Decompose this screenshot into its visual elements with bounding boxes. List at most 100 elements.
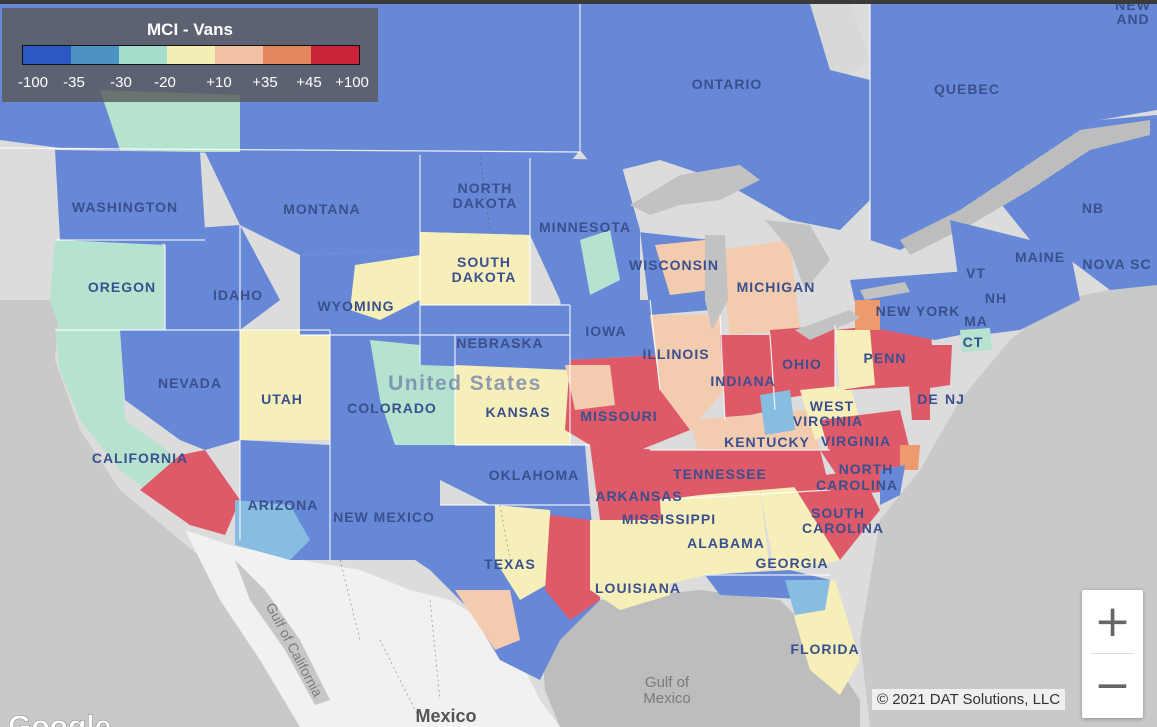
label-south-carolina-2: CAROLINA [802, 520, 884, 536]
mexico-land [185, 530, 560, 727]
region-canada-bc-mint [100, 90, 240, 152]
legend-tick: +100 [335, 74, 369, 91]
label-north-carolina-1: NORTH [839, 461, 894, 477]
region-south-dakota [420, 232, 530, 305]
label-mexico: Mexico [415, 706, 476, 726]
label-nb: NB [1082, 200, 1104, 216]
state-borders [0, 4, 871, 576]
legend-tick: -100 [17, 74, 49, 91]
label-ct: CT [963, 334, 984, 350]
label-arizona: ARIZONA [248, 497, 319, 513]
label-de: DE [917, 391, 938, 407]
region-kansas [455, 365, 570, 445]
region-missouri-peach [565, 365, 615, 410]
region-michigan [720, 240, 800, 335]
google-logo: Google [8, 710, 111, 727]
legend-tick: -30 [110, 74, 132, 91]
legend-tick: +10 [206, 74, 232, 91]
region-nevada [120, 330, 240, 450]
label-new-york: NEW YORK [876, 303, 961, 319]
lake-michigan [705, 235, 728, 330]
region-pa-cream [835, 330, 875, 390]
region-ny-orange [855, 300, 880, 330]
st-lawrence [900, 120, 1150, 255]
region-utah [240, 330, 330, 440]
region-ohio [770, 325, 835, 400]
label-washington: WASHINGTON [72, 199, 178, 215]
lake-ontario [860, 282, 910, 300]
legend-swatch-3 [119, 46, 167, 64]
label-south-carolina-1: SOUTH [811, 505, 865, 521]
legend-tick: -35 [63, 74, 85, 91]
region-tennessee [650, 450, 830, 500]
label-west-virginia-2: VIRGINIA [793, 413, 863, 429]
region-nc-coast-blue [880, 465, 905, 505]
label-louisiana: LOUISIANA [595, 580, 681, 596]
label-north-dakota-2: DAKOTA [453, 195, 518, 211]
zoom-control: + − [1082, 590, 1143, 718]
copyright-notice: © 2021 DAT Solutions, LLC [872, 689, 1066, 710]
region-de-red [908, 375, 930, 420]
label-nj: NJ [945, 391, 965, 407]
label-california: CALIFORNIA [92, 450, 188, 466]
zoom-out-button[interactable]: − [1094, 660, 1131, 711]
label-south-dakota-1: SOUTH [457, 254, 511, 270]
legend-tick: -20 [154, 74, 176, 91]
label-michigan: MICHIGAN [737, 279, 816, 295]
gulf-of-mexico [540, 590, 860, 727]
label-kentucky: KENTUCKY [724, 434, 810, 450]
label-new-mexico: NEW MEXICO [333, 509, 435, 525]
label-gulf-of-mexico-1: Gulf of [645, 674, 690, 691]
legend-swatch-7 [311, 46, 359, 64]
region-california-coast [55, 330, 200, 510]
label-vt: VT [966, 265, 986, 281]
region-nc-coast-orange [900, 445, 920, 470]
region-oklahoma [440, 445, 590, 505]
region-colorado-mint [370, 340, 455, 445]
label-colorado: COLORADO [347, 400, 437, 416]
label-virginia: VIRGINIA [821, 433, 891, 449]
region-alabama [700, 490, 770, 575]
label-arkansas: ARKANSAS [595, 488, 682, 504]
region-arkansas [590, 445, 665, 520]
legend-tick: +45 [296, 74, 322, 91]
label-maine: MAINE [1015, 249, 1065, 265]
region-montana [205, 152, 420, 255]
label-indiana: INDIANA [710, 373, 775, 389]
region-nebraska [420, 305, 570, 370]
region-mississippi [660, 495, 705, 585]
label-georgia: GEORGIA [755, 555, 828, 571]
label-west-virginia-1: WEST [810, 398, 854, 414]
label-wyoming: WYOMING [318, 298, 395, 314]
legend-tick: +35 [252, 74, 278, 91]
label-north-carolina-2: CAROLINA [816, 477, 898, 493]
legend-swatch-6 [263, 46, 311, 64]
label-oklahoma: OKLAHOMA [489, 467, 579, 483]
lake-huron [765, 220, 830, 290]
label-and: AND [1116, 11, 1149, 27]
region-nj-red [930, 345, 952, 388]
label-nevada: NEVADA [158, 375, 222, 391]
label-montana: MONTANA [283, 201, 361, 217]
region-arizona-blue [235, 500, 310, 560]
region-illinois [650, 315, 725, 430]
region-quebec [870, 4, 1157, 250]
region-oregon [50, 240, 165, 330]
zoom-in-button[interactable]: + [1094, 596, 1131, 647]
label-mississippi: MISSISSIPPI [622, 511, 716, 527]
label-oregon: OREGON [88, 279, 156, 295]
label-alabama: ALABAMA [687, 535, 765, 551]
legend-title: MCI - Vans [147, 20, 233, 39]
region-florida-blue [785, 580, 830, 615]
region-louisiana [590, 520, 670, 610]
label-nova-scotia: NOVA SC [1082, 256, 1151, 272]
label-wisconsin: WISCONSIN [629, 257, 719, 273]
region-new-england [950, 220, 1080, 335]
legend-swatch-5 [215, 46, 263, 64]
label-ontario: ONTARIO [692, 76, 763, 92]
lake-superior [630, 165, 760, 215]
label-nebraska: NEBRASKA [456, 335, 543, 351]
map-legend: MCI - Vans -100 -35 -30 -20 +10 +35 +45 … [2, 8, 378, 102]
label-missouri: MISSOURI [580, 408, 657, 424]
